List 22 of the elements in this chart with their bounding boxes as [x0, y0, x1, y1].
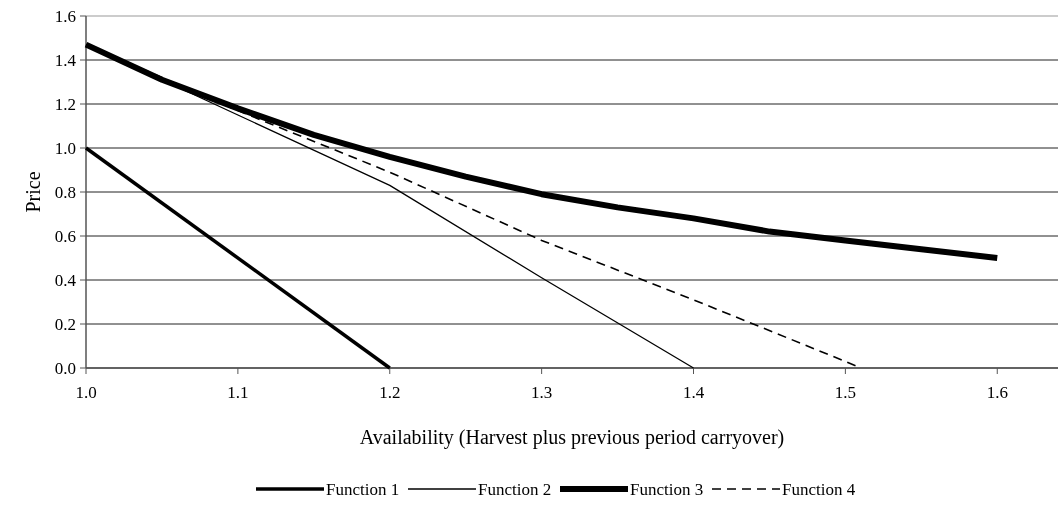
legend-label: Function 1: [326, 480, 400, 500]
legend-label: Function 2: [478, 480, 552, 500]
y-tick-label: 0.8: [54, 182, 76, 202]
legend-label: Function 4: [782, 480, 856, 500]
x-tick-label: 1.3: [531, 383, 553, 402]
y-tick-label: 1.0: [54, 138, 76, 158]
x-tick-label: 1.6: [986, 383, 1008, 402]
legend-label: Function 3: [630, 480, 704, 500]
y-tick-label: 0.2: [54, 314, 76, 334]
y-tick-label: 1.4: [54, 50, 77, 70]
x-tick-label: 1.5: [834, 383, 856, 402]
y-tick-label: 0.4: [54, 270, 77, 290]
y-axis-title: Price: [22, 171, 44, 213]
x-tick-label: 1.4: [682, 383, 705, 402]
y-tick-label: 1.2: [54, 94, 76, 114]
x-tick-label: 1.0: [75, 383, 97, 402]
x-tick-label: 1.1: [227, 383, 249, 402]
y-tick-label: 1.6: [54, 6, 76, 26]
y-tick-label: 0.0: [54, 358, 76, 378]
x-tick-label: 1.2: [379, 383, 401, 402]
x-axis-title: Availability (Harvest plus previous period carryover): [359, 426, 785, 449]
y-tick-label: 0.6: [54, 226, 76, 246]
